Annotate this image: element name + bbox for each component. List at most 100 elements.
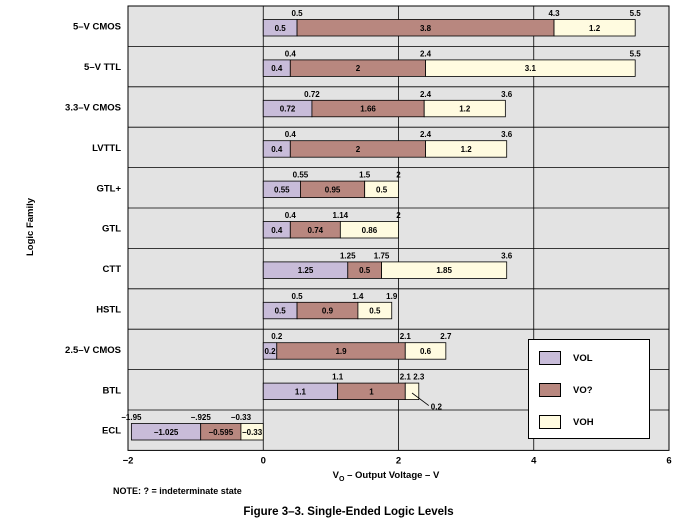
boundary-label: 3.6 — [501, 251, 513, 260]
x-axis-title-main: V — [333, 470, 340, 481]
bar-segment — [364, 180, 399, 199]
segment-label: 0.55 — [274, 185, 290, 194]
boundary-label: 2.4 — [420, 49, 432, 58]
segment-label: 0.95 — [325, 185, 341, 194]
row-label: 3.3–V CMOS — [65, 103, 121, 114]
boundary-label: 5.5 — [630, 49, 642, 58]
segment-label: −0.33 — [242, 428, 263, 437]
segment-label: 0.5 — [369, 307, 381, 316]
row-label: 2.5–V CMOS — [65, 345, 121, 356]
boundary-label: −.925 — [191, 413, 212, 422]
boundary-label: 0.4 — [285, 211, 297, 220]
boundary-label: 1.5 — [359, 171, 371, 180]
boundary-label: 0.55 — [293, 171, 309, 180]
bar-segment — [553, 19, 636, 37]
segment-label: 0.5 — [275, 24, 287, 33]
row-label: ECL — [102, 426, 121, 437]
row-label: LVTTL — [92, 143, 121, 154]
boundary-label: 0.2 — [271, 332, 283, 341]
boundary-label: 3.6 — [501, 90, 513, 99]
segment-label: 0.72 — [280, 105, 296, 114]
bar-segment — [425, 59, 636, 77]
segment-label: 1.9 — [335, 347, 347, 356]
segment-label: 3.8 — [420, 24, 432, 33]
boundary-label: 2.7 — [440, 332, 452, 341]
boundary-label: 2.4 — [420, 130, 432, 139]
boundary-label: 2.1 — [400, 373, 412, 382]
boundary-label: 2.3 — [413, 373, 425, 382]
x-tick-label: 2 — [396, 455, 401, 466]
segment-label: 0.2 — [431, 403, 443, 412]
bar-segment — [404, 342, 447, 360]
segment-label: 1.1 — [295, 387, 307, 396]
x-axis-title-rest: – Output Voltage – V — [344, 470, 439, 481]
segment-label: 0.86 — [362, 226, 378, 235]
segment-label: 2 — [356, 145, 361, 154]
segment-label: 3.1 — [525, 64, 537, 73]
row-label: CTT — [103, 264, 122, 275]
boundary-label: 0.72 — [304, 90, 320, 99]
figure-caption: Figure 3–3. Single-Ended Logic Levels — [243, 506, 454, 518]
bar-segment — [425, 140, 508, 158]
segment-label: −0.595 — [208, 428, 233, 437]
row-label: HSTL — [96, 305, 121, 316]
boundary-label: 1.25 — [340, 251, 356, 260]
bar-segment — [339, 221, 399, 239]
segment-label: 0.5 — [275, 307, 287, 316]
boundary-label: 4.3 — [548, 9, 560, 18]
boundary-label: 5.5 — [630, 9, 642, 18]
boundary-label: 1.9 — [386, 292, 398, 301]
boundary-label: 2 — [396, 211, 401, 220]
legend-label-vo: VO? — [573, 384, 593, 396]
boundary-label: 1.4 — [352, 292, 364, 301]
chart-note: NOTE: ? = indeterminate state — [113, 486, 242, 496]
boundary-label: 2.4 — [420, 90, 432, 99]
bar-segment — [423, 99, 506, 118]
callout-line — [411, 392, 430, 406]
row-label: BTL — [103, 385, 122, 396]
segment-label: 0.5 — [359, 266, 371, 275]
segment-label: −1.025 — [154, 428, 179, 437]
x-ticks: −2 0 2 4 6 — [123, 455, 672, 466]
boundary-label: 1.75 — [374, 251, 390, 260]
segment-label: 0.5 — [376, 185, 388, 194]
x-tick-label: −2 — [123, 455, 134, 466]
legend-item-vo: VO? — [539, 382, 593, 398]
boundary-label: 3.6 — [501, 130, 513, 139]
boundary-label: 0.4 — [285, 49, 297, 58]
legend-swatch-voh — [539, 415, 561, 429]
segment-label: 1.85 — [436, 266, 452, 275]
bar-segment — [240, 423, 264, 441]
bars — [130, 19, 636, 441]
segment-label: 0.4 — [271, 64, 283, 73]
segment-label: 0.4 — [271, 145, 283, 154]
boundary-label: 0.5 — [292, 292, 304, 301]
x-tick-label: 0 — [261, 455, 266, 466]
segment-label: 0.6 — [420, 347, 432, 356]
boundary-label: −0.33 — [231, 413, 252, 422]
x-axis-title: VO – Output Voltage – V — [333, 470, 440, 483]
boundary-label: 1.1 — [332, 373, 344, 382]
segment-label: 1.2 — [459, 105, 471, 114]
legend-label-voh: VOH — [573, 416, 594, 428]
x-axis-title-sub: O — [339, 476, 345, 483]
legend-item-vol: VOL — [539, 350, 593, 366]
row-label: GTL+ — [96, 183, 121, 194]
segment-label: 1.2 — [461, 145, 473, 154]
x-tick-label: 6 — [666, 455, 671, 466]
bar-segment — [357, 301, 393, 320]
legend-swatch-vol — [539, 351, 561, 365]
boundary-label: 1.14 — [333, 211, 349, 220]
segment-label: 0.74 — [308, 226, 324, 235]
legend-swatch-vo — [539, 383, 561, 397]
segment-label: 1.66 — [360, 105, 376, 114]
legend: VOL VO? VOH — [528, 339, 650, 439]
bar-segment — [381, 261, 508, 279]
boundary-label: 2 — [396, 171, 401, 180]
legend-item-voh: VOH — [539, 414, 594, 430]
row-label: GTL — [102, 224, 121, 235]
boundary-label: 0.4 — [285, 130, 297, 139]
segment-label: 1.25 — [298, 266, 314, 275]
rows: 5–V CMOS 5–V TTL 3.3–V CMOS LVTTL GTL+ GTL CTT… — [65, 22, 669, 437]
